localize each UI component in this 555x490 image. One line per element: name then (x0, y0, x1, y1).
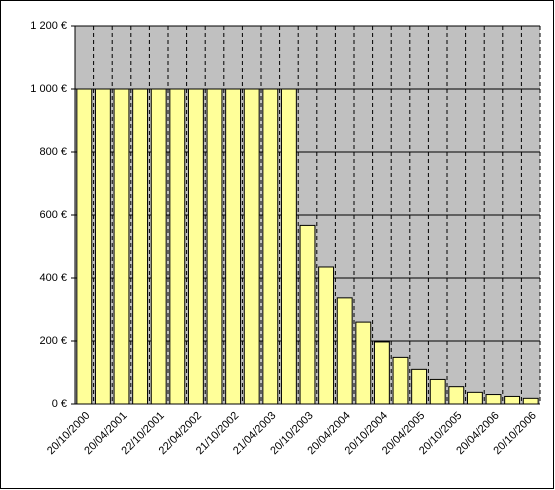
bar (76, 88, 93, 405)
bar (243, 88, 260, 405)
bar (411, 368, 428, 405)
y-tick-label: 200 € (39, 335, 67, 347)
y-tick-label: 800 € (39, 146, 67, 158)
bar (299, 224, 316, 405)
bar (187, 88, 204, 405)
bar (94, 88, 111, 405)
bar (132, 88, 149, 405)
bar (169, 88, 186, 405)
bar (392, 356, 409, 405)
bar (429, 378, 446, 405)
bar (150, 88, 167, 405)
y-tick-label: 1 000 € (30, 83, 67, 95)
y-tick-label: 0 € (52, 398, 67, 410)
bar (373, 341, 390, 405)
bar (280, 88, 297, 405)
bar (522, 397, 539, 405)
bar (262, 88, 279, 405)
bar (113, 88, 130, 405)
bar (318, 266, 335, 405)
y-tick-label: 1 200 € (30, 20, 67, 32)
bar (466, 391, 483, 405)
bar (448, 386, 465, 405)
bar (355, 321, 372, 405)
bar (504, 395, 521, 405)
y-tick-label: 600 € (39, 209, 67, 221)
bar (225, 88, 242, 405)
bar (206, 88, 223, 405)
bar (485, 394, 502, 405)
bar (336, 297, 353, 405)
y-tick-label: 400 € (39, 272, 67, 284)
